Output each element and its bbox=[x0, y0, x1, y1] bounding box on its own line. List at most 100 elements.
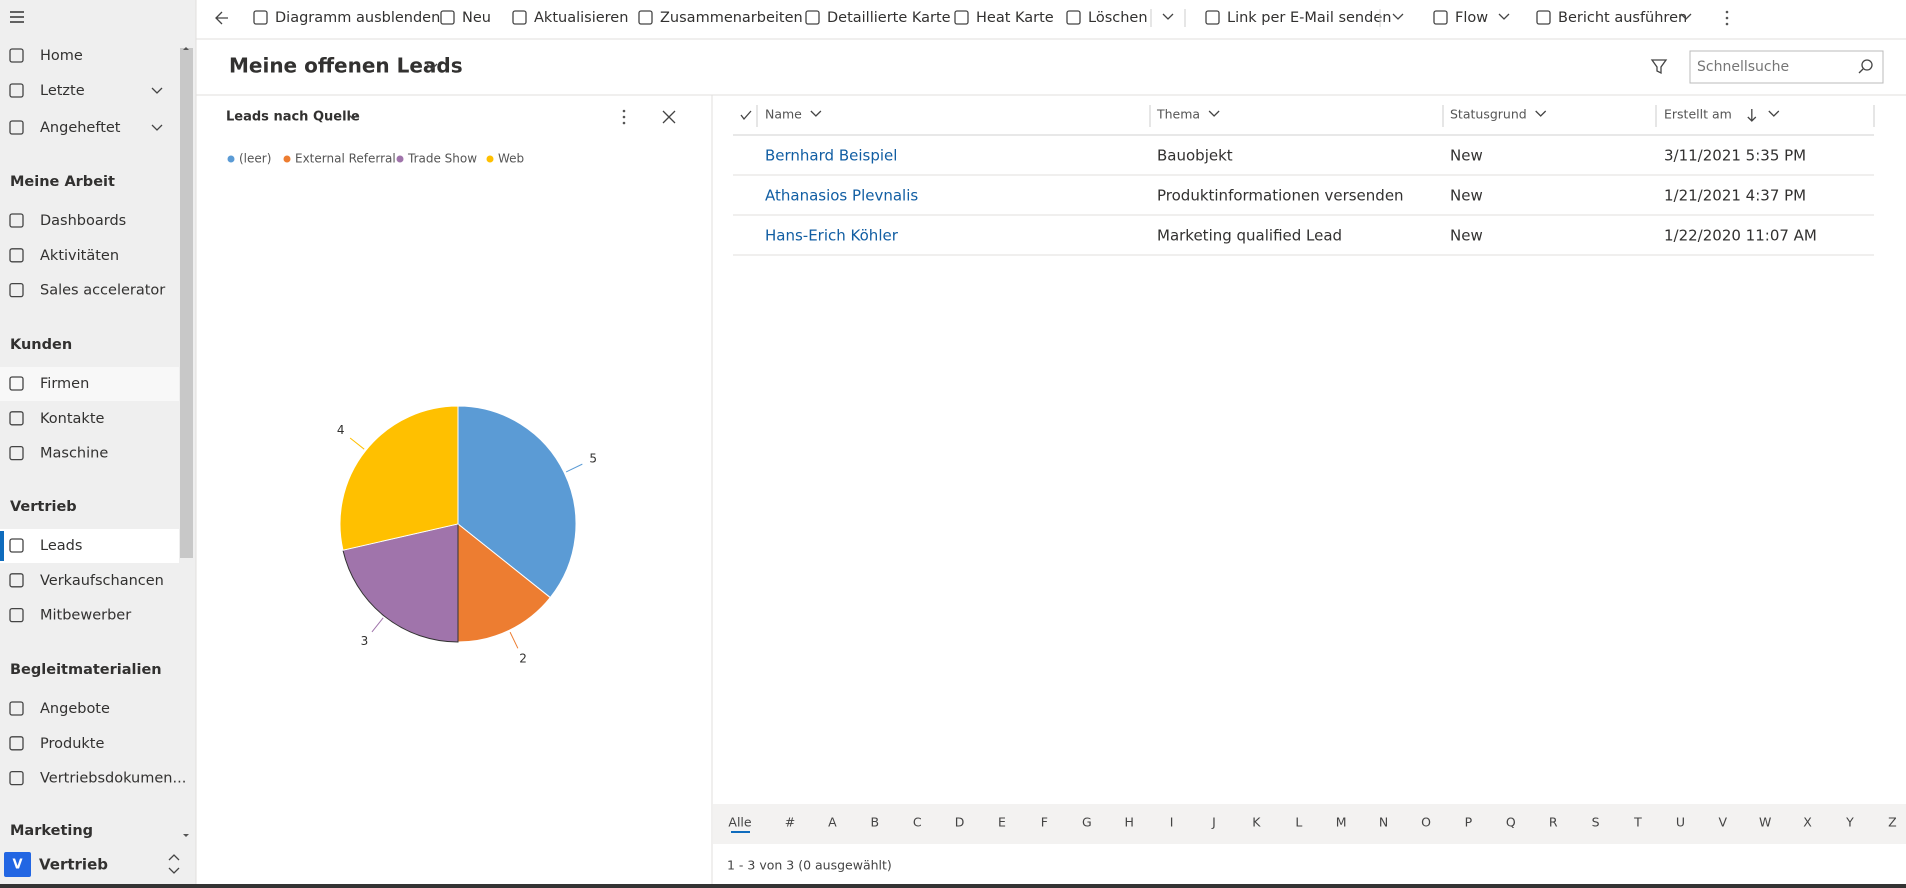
jump-letter[interactable]: Z bbox=[1888, 815, 1897, 830]
toolbar-button[interactable]: Bericht ausführen bbox=[1558, 10, 1687, 26]
jump-letter[interactable]: Q bbox=[1506, 815, 1516, 830]
menu-button[interactable] bbox=[10, 11, 24, 23]
nav-icon bbox=[9, 701, 24, 716]
jump-letter[interactable]: R bbox=[1549, 815, 1558, 830]
jump-letter[interactable]: X bbox=[1803, 815, 1812, 830]
nav-item[interactable]: Aktivitäten bbox=[40, 248, 119, 264]
nav-item[interactable]: Maschine bbox=[40, 446, 108, 462]
toolbar-chevron[interactable] bbox=[1162, 13, 1174, 20]
jump-letter[interactable]: D bbox=[955, 815, 965, 830]
toolbar-more[interactable] bbox=[1725, 22, 1729, 26]
select-all[interactable] bbox=[740, 110, 752, 121]
nav-item[interactable]: Letzte bbox=[40, 83, 85, 99]
jump-letter[interactable]: W bbox=[1759, 815, 1771, 830]
jump-letter[interactable]: F bbox=[1041, 815, 1048, 830]
toolbar-button[interactable]: Diagramm ausblenden bbox=[275, 10, 440, 26]
nav-item[interactable]: Dashboards bbox=[40, 213, 126, 229]
toolbar-more[interactable] bbox=[1725, 10, 1729, 14]
nav-expand[interactable] bbox=[151, 87, 163, 94]
jump-letter[interactable]: K bbox=[1252, 815, 1261, 830]
pie-slice[interactable] bbox=[339, 405, 459, 551]
scroll-down[interactable] bbox=[183, 834, 189, 837]
search-box[interactable] bbox=[1689, 50, 1884, 84]
column-header[interactable]: Erstellt am bbox=[1664, 107, 1732, 122]
jump-letter[interactable]: E bbox=[998, 815, 1006, 830]
pie-slice[interactable] bbox=[457, 522, 551, 643]
nav-item[interactable]: Mitbewerber bbox=[40, 608, 131, 624]
toolbar-button[interactable]: Heat Karte bbox=[976, 10, 1054, 26]
toolbar-button[interactable]: Zusammenarbeiten bbox=[660, 10, 803, 26]
nav-item[interactable]: Angebote bbox=[40, 701, 110, 717]
chart-close[interactable] bbox=[662, 110, 676, 124]
jump-letter[interactable]: B bbox=[871, 815, 880, 830]
toolbar-chevron[interactable] bbox=[1498, 13, 1510, 20]
jump-letter[interactable]: M bbox=[1336, 815, 1347, 830]
toolbar-more[interactable] bbox=[1725, 16, 1729, 20]
jump-letter[interactable]: S bbox=[1592, 815, 1600, 830]
jump-letter[interactable]: Alle bbox=[728, 815, 751, 830]
view-chevron[interactable] bbox=[426, 63, 438, 70]
nav-item[interactable]: Leads bbox=[40, 538, 82, 554]
search-icon[interactable] bbox=[1858, 59, 1873, 74]
nav-item[interactable]: Angeheftet bbox=[40, 120, 121, 136]
jump-letter[interactable]: C bbox=[913, 815, 922, 830]
grid-cell: 3/11/2021 5:35 PM bbox=[1664, 147, 1806, 165]
grid-cell[interactable]: Hans-Erich Köhler bbox=[765, 227, 899, 245]
jump-letter[interactable]: L bbox=[1295, 815, 1302, 830]
sort-arrow bbox=[1747, 109, 1757, 122]
column-menu[interactable] bbox=[1535, 110, 1547, 117]
legend-label[interactable]: (leer) bbox=[239, 152, 271, 166]
nav-item[interactable]: Verkaufschancen bbox=[40, 573, 164, 589]
back-button[interactable] bbox=[215, 11, 228, 25]
legend-label[interactable]: External Referral bbox=[295, 152, 396, 166]
toolbar-button[interactable]: Detaillierte Karte bbox=[827, 10, 951, 26]
chart-chevron[interactable] bbox=[348, 114, 358, 120]
jump-letter[interactable]: J bbox=[1211, 815, 1216, 830]
grid-cell[interactable]: Athanasios Plevnalis bbox=[765, 187, 918, 205]
nav-item[interactable]: Kontakte bbox=[40, 411, 105, 427]
jump-letter[interactable]: U bbox=[1676, 815, 1685, 830]
nav-expand[interactable] bbox=[151, 124, 163, 131]
toolbar-button[interactable]: Neu bbox=[462, 10, 491, 26]
area-label[interactable]: Vertrieb bbox=[39, 856, 108, 874]
column-menu[interactable] bbox=[1768, 110, 1780, 117]
nav-item[interactable]: Firmen bbox=[40, 376, 89, 392]
chart-title[interactable]: Leads nach Quelle bbox=[226, 110, 360, 125]
jump-letter[interactable]: Y bbox=[1845, 815, 1854, 830]
nav-item[interactable]: Vertriebsdokumen... bbox=[40, 771, 186, 787]
pie-slice[interactable] bbox=[457, 405, 577, 599]
pie-slice[interactable] bbox=[342, 523, 459, 643]
filter-button[interactable] bbox=[1650, 59, 1668, 75]
jump-letter[interactable]: H bbox=[1124, 815, 1133, 830]
jump-letter[interactable]: P bbox=[1465, 815, 1473, 830]
column-header[interactable]: Thema bbox=[1156, 107, 1200, 122]
toolbar-button[interactable]: Flow bbox=[1455, 10, 1488, 26]
area-switch[interactable] bbox=[168, 854, 180, 874]
legend-label[interactable]: Web bbox=[498, 152, 524, 166]
column-header[interactable]: Statusgrund bbox=[1450, 107, 1527, 122]
jump-letter[interactable]: # bbox=[785, 815, 795, 830]
view-title[interactable]: Meine offenen Leads bbox=[229, 54, 463, 78]
scroll-up[interactable] bbox=[183, 47, 189, 50]
toolbar-button[interactable]: Aktualisieren bbox=[534, 10, 628, 26]
jump-letter[interactable]: N bbox=[1379, 815, 1388, 830]
jump-letter[interactable]: I bbox=[1170, 815, 1174, 830]
toolbar-button[interactable]: Löschen bbox=[1088, 10, 1148, 26]
toolbar-chevron[interactable] bbox=[1680, 13, 1692, 20]
column-menu[interactable] bbox=[810, 110, 822, 117]
toolbar-button[interactable]: Link per E-Mail senden bbox=[1227, 10, 1391, 26]
legend-label[interactable]: Trade Show bbox=[407, 152, 477, 166]
grid-cell[interactable]: Bernhard Beispiel bbox=[765, 147, 897, 165]
jump-letter[interactable]: A bbox=[828, 815, 837, 830]
chart-more[interactable] bbox=[622, 109, 626, 125]
column-header[interactable]: Name bbox=[765, 107, 802, 122]
jump-letter[interactable]: V bbox=[1719, 815, 1728, 830]
jump-letter[interactable]: G bbox=[1082, 815, 1092, 830]
column-menu[interactable] bbox=[1208, 110, 1220, 117]
jump-letter[interactable]: T bbox=[1633, 815, 1642, 830]
nav-item[interactable]: Home bbox=[40, 48, 83, 64]
jump-letter[interactable]: O bbox=[1421, 815, 1431, 830]
nav-item[interactable]: Sales accelerator bbox=[40, 283, 165, 299]
toolbar-chevron[interactable] bbox=[1392, 13, 1404, 20]
nav-item[interactable]: Produkte bbox=[40, 736, 104, 752]
